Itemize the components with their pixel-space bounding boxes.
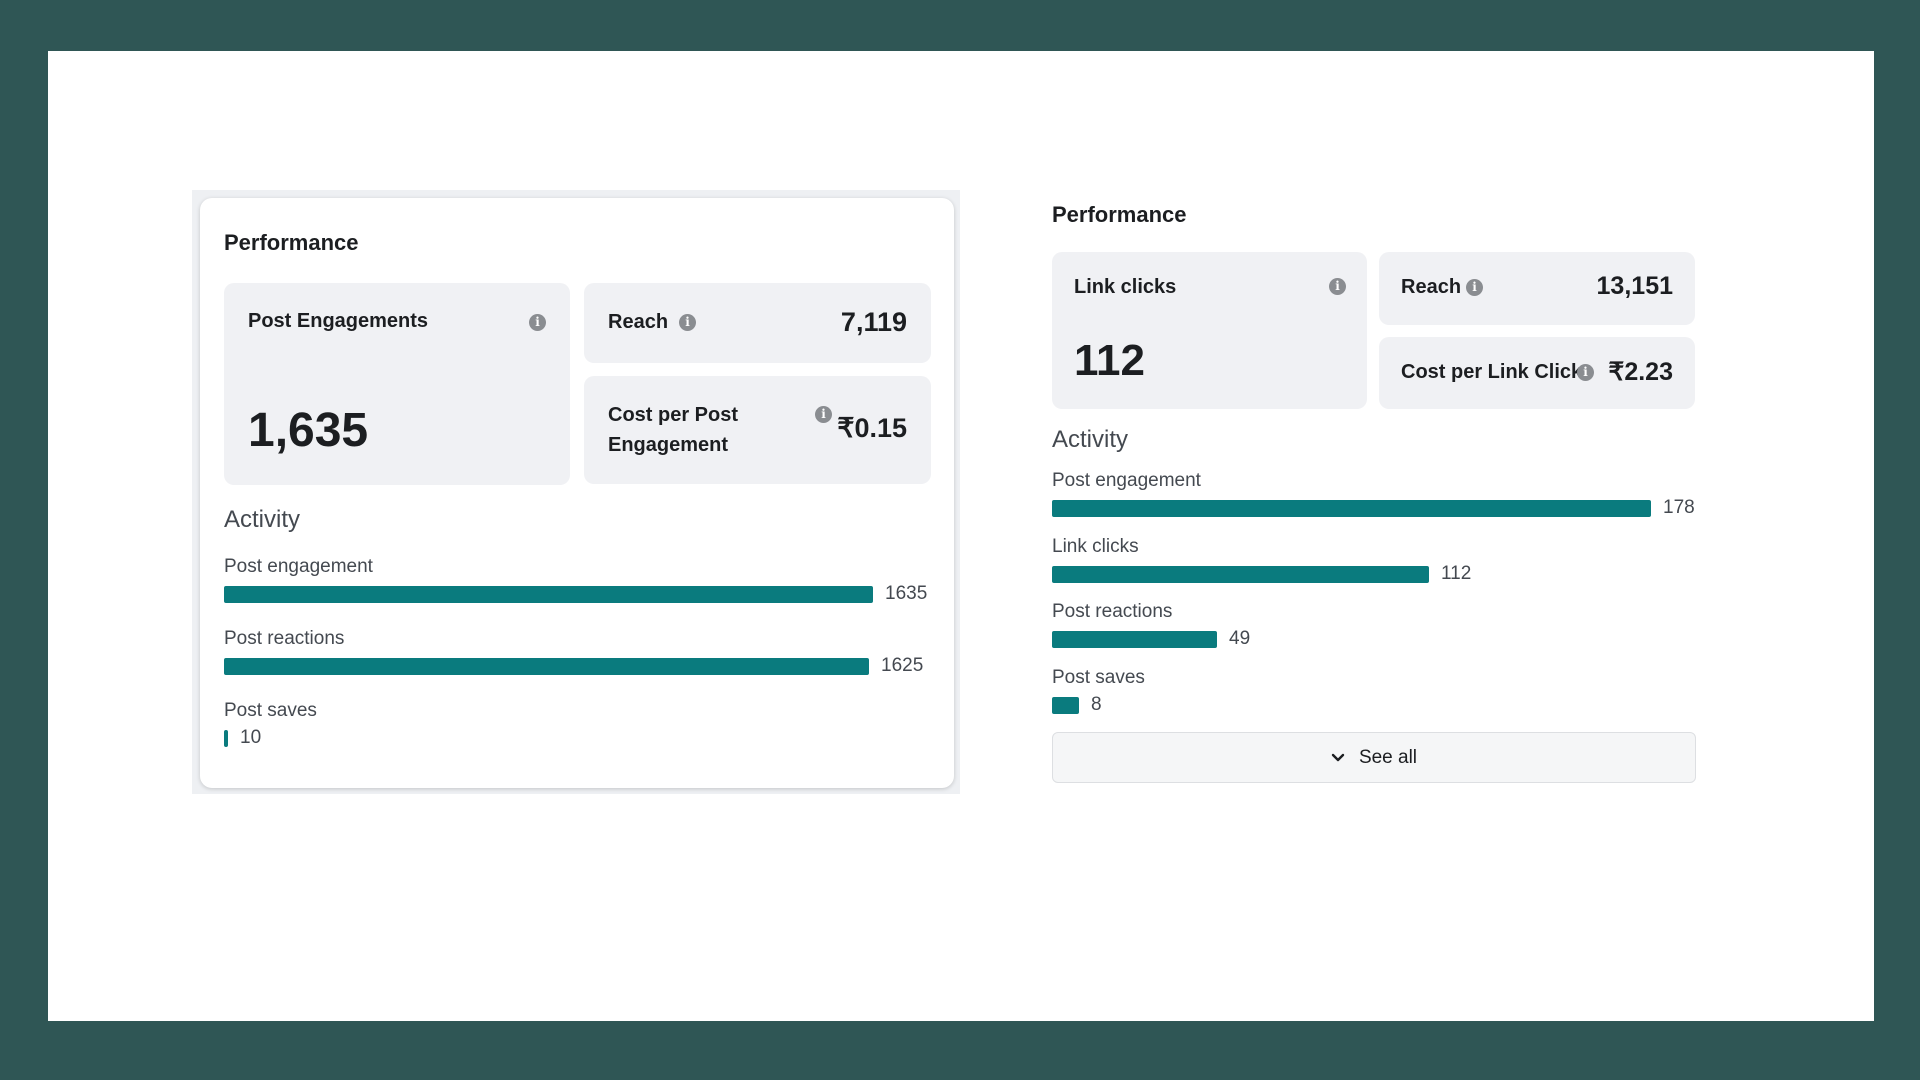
activity-label: Post engagement: [1052, 470, 1201, 491]
post-engagements-tile[interactable]: Post Engagements i 1,635: [224, 283, 570, 485]
activity-value: 49: [1229, 628, 1251, 650]
performance-title: Performance: [1052, 202, 1187, 227]
cost-per-engagement-label: Cost per Post Engagement: [608, 404, 739, 456]
activity-label: Post engagement: [224, 556, 373, 577]
right-performance-card: Performance Link clicks i 112 Reach i 13…: [1052, 198, 1696, 798]
activity-label: Post reactions: [1052, 601, 1173, 623]
info-icon[interactable]: i: [1466, 279, 1483, 296]
reach-value: 13,151: [1596, 272, 1673, 300]
activity-bar: [224, 730, 228, 747]
activity-title: Activity: [1052, 426, 1129, 453]
chevron-down-icon: [1331, 753, 1345, 761]
activity-title: Activity: [224, 506, 301, 533]
info-icon[interactable]: i: [1329, 278, 1346, 295]
activity-label: Post reactions: [224, 628, 345, 649]
info-icon[interactable]: i: [679, 314, 696, 331]
link-clicks-label: Link clicks: [1074, 276, 1177, 298]
reach-label: Reach: [1401, 276, 1462, 298]
activity-value: 1625: [881, 655, 924, 676]
link-clicks-tile[interactable]: Link clicks i 112: [1052, 252, 1367, 409]
activity-bar: [1052, 631, 1217, 649]
activity-value: 1635: [885, 583, 928, 604]
activity-bar: [1052, 500, 1651, 517]
reach-value: 7,119: [840, 307, 907, 337]
activity-bar: [224, 586, 873, 603]
activity-bar: [1052, 565, 1429, 583]
activity-bar: [1052, 697, 1079, 715]
see-all-button[interactable]: See all: [1052, 732, 1696, 783]
info-icon[interactable]: i: [1577, 364, 1594, 381]
activity-value: 8: [1091, 694, 1102, 716]
activity-label: Post saves: [1052, 667, 1145, 689]
cost-per-engagement-value: ₹0.15: [837, 413, 907, 443]
activity-label: Link clicks: [1052, 535, 1139, 557]
activity-value: 112: [1441, 562, 1472, 584]
cost-per-link-click-label: Cost per Link Click: [1401, 361, 1583, 383]
cost-per-link-click-tile[interactable]: Cost per Link Click i ₹2.23: [1379, 337, 1695, 409]
info-icon[interactable]: i: [529, 314, 546, 331]
left-performance-card: Performance Post Engagements i 1,635 Rea…: [200, 198, 954, 788]
activity-label: Post saves: [224, 700, 317, 721]
reach-tile[interactable]: Reach i 7,119: [584, 283, 931, 363]
post-engagements-label: Post Engagements: [248, 310, 429, 332]
post-engagements-value: 1,635: [248, 404, 369, 457]
info-icon[interactable]: i: [815, 406, 832, 423]
activity-value: 10: [240, 727, 262, 748]
link-clicks-value: 112: [1074, 336, 1145, 385]
cost-per-link-click-value: ₹2.23: [1608, 358, 1673, 386]
reach-tile[interactable]: Reach i 13,151: [1379, 252, 1695, 325]
see-all-label: See all: [1358, 746, 1418, 768]
activity-value: 178: [1663, 497, 1695, 518]
cost-per-engagement-tile[interactable]: Cost per Post Engagement i ₹0.15: [584, 376, 931, 484]
activity-bar: [224, 658, 869, 675]
performance-title: Performance: [224, 230, 359, 255]
reach-label: Reach: [608, 311, 669, 333]
